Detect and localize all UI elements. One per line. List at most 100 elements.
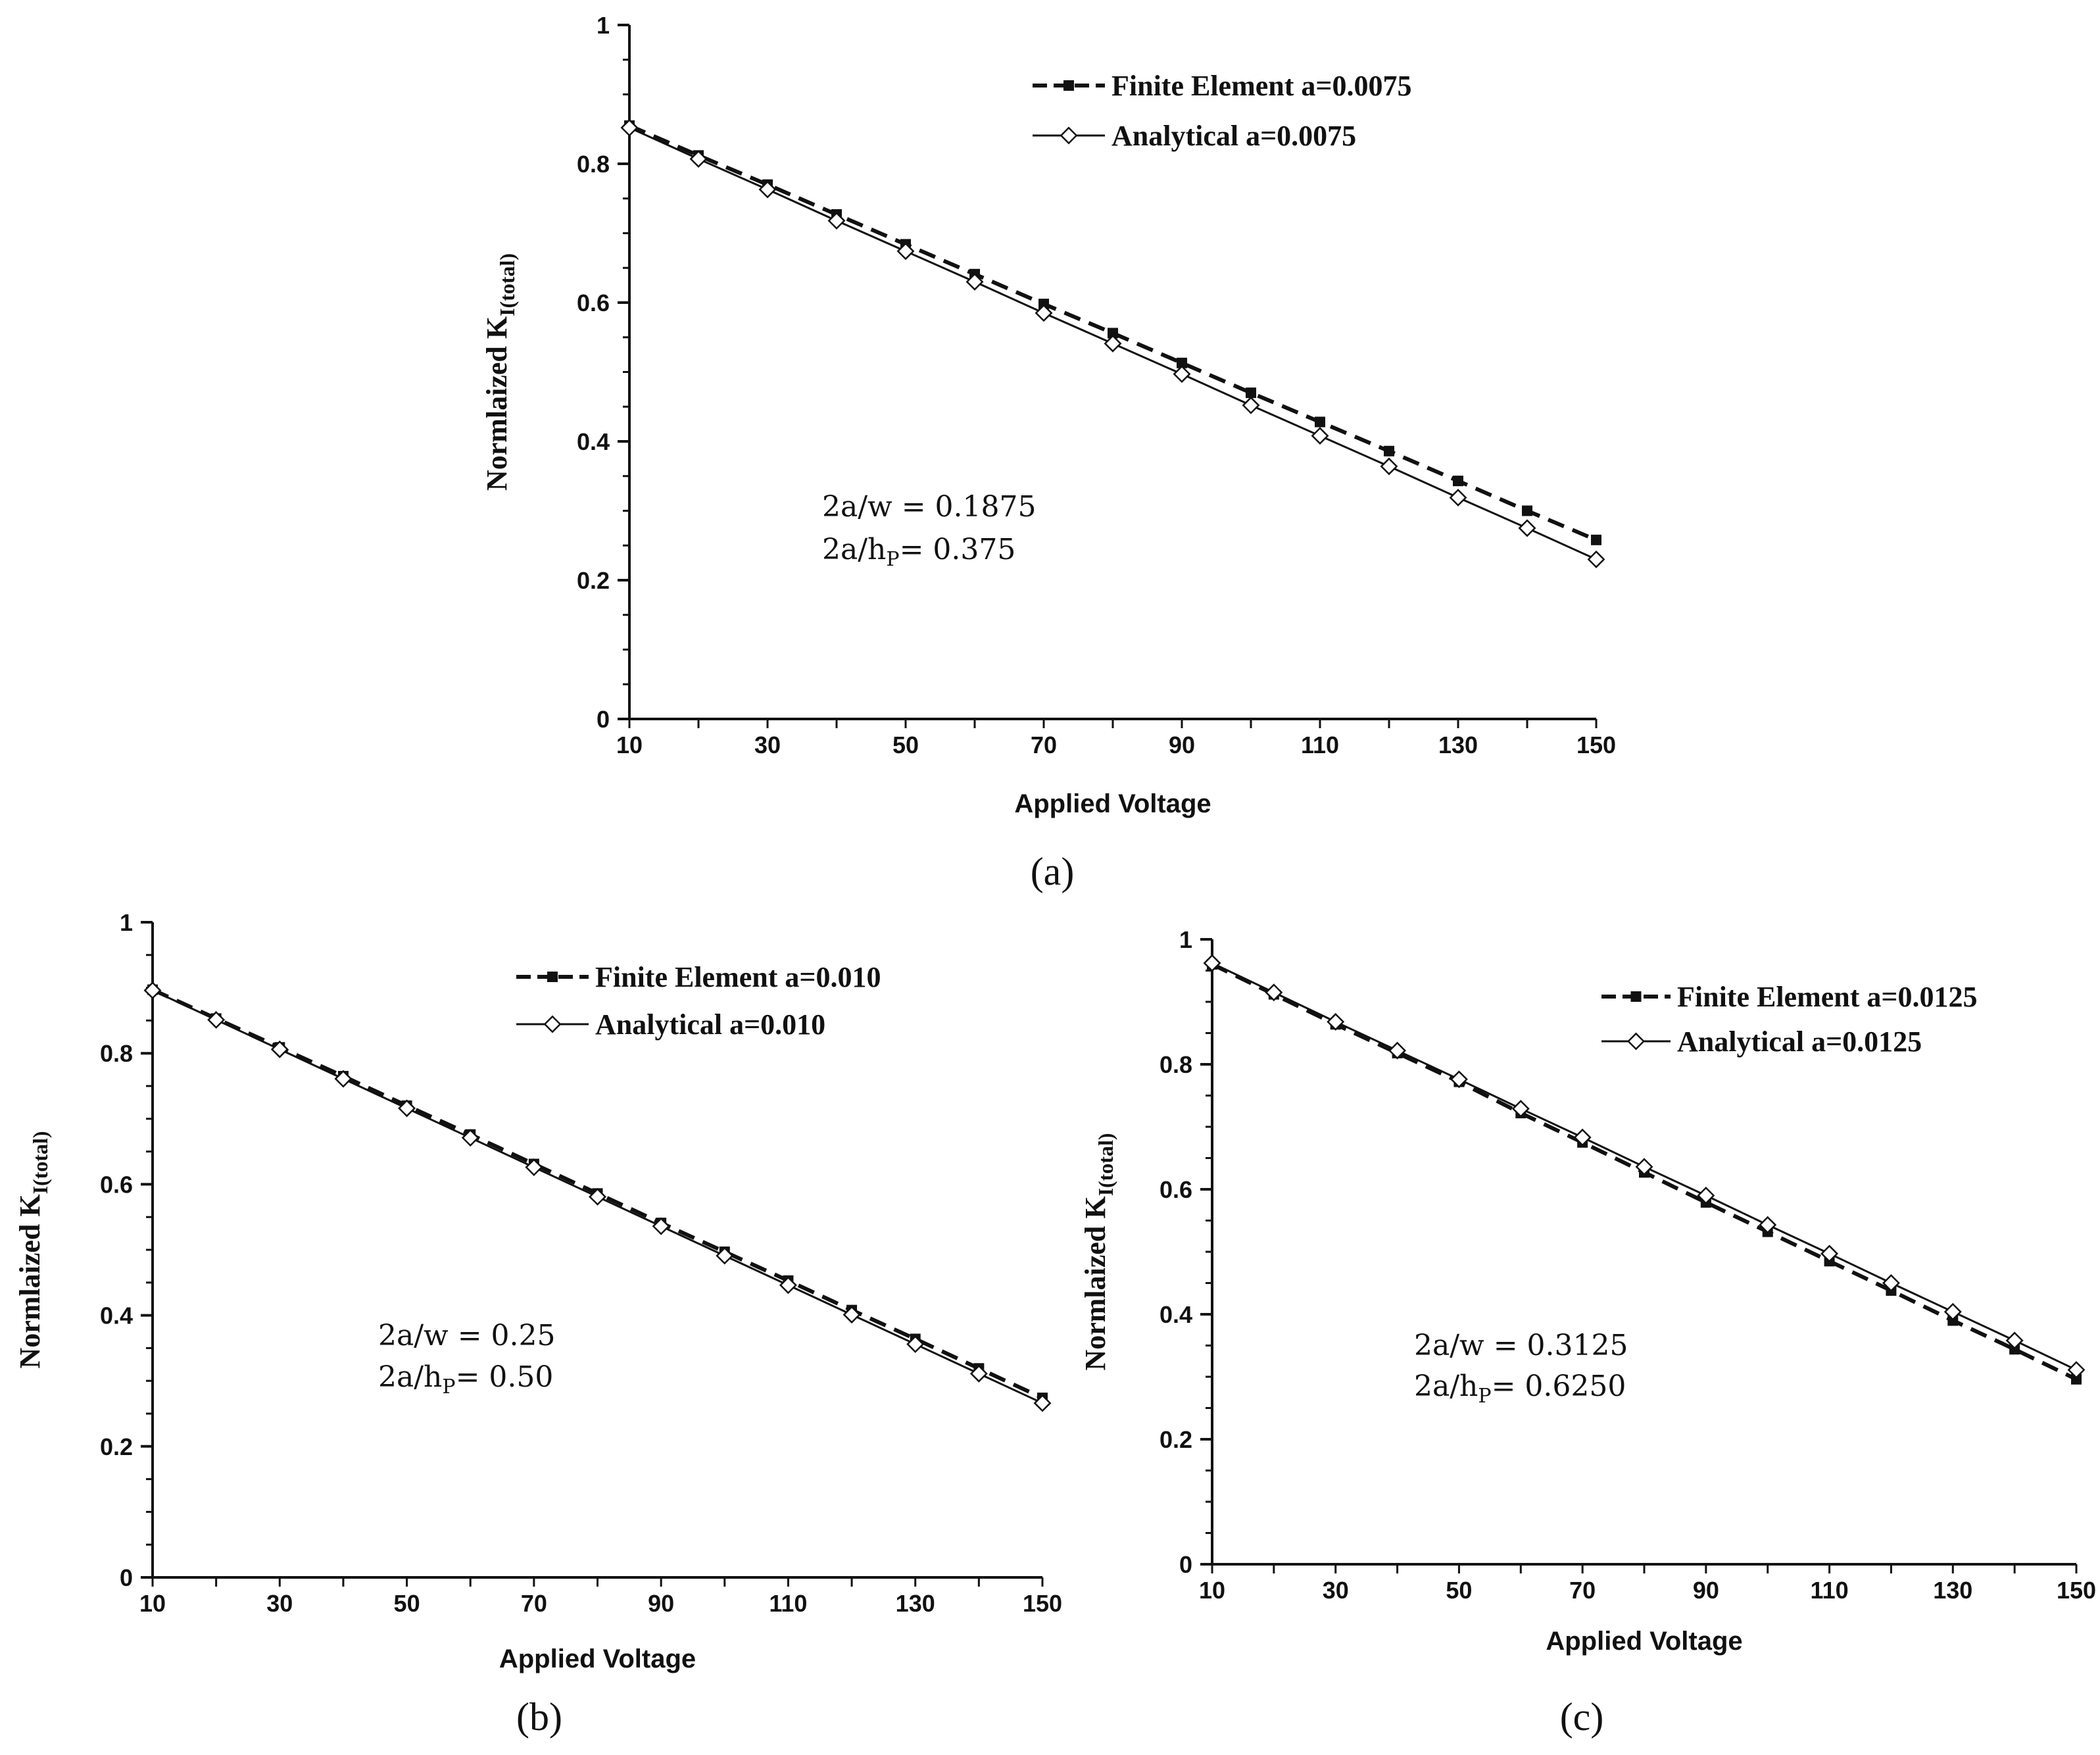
y-tick-label: 1	[597, 12, 610, 39]
annotation-ratio-hp-value: = 0.6250	[1492, 1370, 1626, 1403]
annotation-ratio-hp-lhs: 2a/h	[1414, 1370, 1478, 1403]
legend-marker	[1630, 991, 1642, 1002]
annotation-ratio-hp-value: = 0.50	[456, 1360, 554, 1394]
point-analytical	[1265, 983, 1283, 1002]
x-tick-label: 10	[139, 1590, 166, 1617]
y-tick-label: 0.4	[100, 1302, 133, 1329]
point-analytical	[1635, 1158, 1653, 1176]
y-tick-label: 0.8	[577, 151, 610, 178]
x-tick-label: 30	[754, 731, 781, 758]
annotation-ratio-hp-lhs: 2a/h	[378, 1360, 442, 1394]
point-finite-element	[1246, 387, 1256, 399]
point-analytical	[1573, 1128, 1592, 1147]
legend-entry: Analytical a=0.0125	[1677, 1026, 1922, 1058]
y-tick-label: 0.6	[577, 289, 610, 316]
point-finite-element	[1108, 328, 1118, 339]
legend-marker	[1063, 80, 1074, 91]
point-analytical	[1035, 304, 1053, 322]
legend-entry: Analytical a=0.0075	[1111, 120, 1356, 152]
panel-label-a: (a)	[1031, 850, 1075, 893]
point-analytical	[1203, 954, 1221, 972]
point-analytical	[1311, 427, 1329, 445]
y-tick-label: 0.4	[577, 428, 610, 455]
point-analytical	[1518, 519, 1536, 537]
legend-entry: Finite Element a=0.0075	[1111, 70, 1411, 102]
annotation-subscript-p: P	[1478, 1385, 1491, 1408]
y-tick-label: 0.4	[1160, 1301, 1192, 1328]
x-tick-label: 70	[1031, 731, 1057, 758]
point-finite-element	[1315, 416, 1325, 428]
point-analytical	[758, 180, 777, 199]
point-analytical	[896, 242, 915, 260]
x-tick-label: 90	[1169, 731, 1195, 758]
y-axis-title-subscript: I(total)	[495, 253, 519, 316]
y-tick-label: 0.2	[1160, 1426, 1192, 1453]
x-tick-label: 150	[1576, 731, 1616, 758]
x-axis-title: Applied Voltage	[499, 1644, 696, 1673]
point-analytical	[461, 1129, 479, 1147]
point-analytical	[716, 1247, 734, 1265]
x-tick-label: 10	[1199, 1577, 1225, 1604]
y-tick-label: 0.2	[100, 1433, 133, 1460]
point-analytical	[270, 1040, 289, 1058]
y-axis-title-subscript: I(total)	[1094, 1133, 1117, 1196]
x-tick-label: 130	[896, 1590, 935, 1617]
point-finite-element	[2071, 1373, 2082, 1385]
y-tick-label: 0.8	[1160, 1051, 1192, 1078]
x-tick-label: 110	[769, 1590, 807, 1617]
legend-marker	[1060, 126, 1078, 145]
point-analytical	[1104, 334, 1122, 353]
x-tick-label: 130	[1438, 731, 1478, 758]
y-tick-label: 0	[120, 1564, 133, 1591]
point-analytical	[2067, 1361, 2086, 1379]
point-finite-element	[1384, 445, 1394, 457]
x-tick-label: 110	[1811, 1577, 1849, 1604]
annotation-subscript-p: P	[442, 1375, 455, 1398]
y-tick-label: 0	[1179, 1551, 1192, 1578]
x-tick-label: 90	[648, 1590, 674, 1617]
point-analytical	[1697, 1187, 1715, 1204]
point-analytical	[827, 212, 846, 230]
legend-marker	[1627, 1032, 1645, 1051]
point-analytical	[779, 1276, 797, 1295]
point-analytical	[334, 1070, 353, 1088]
legend-entry: Finite Element a=0.0125	[1677, 981, 1977, 1013]
y-tick-label: 1	[120, 909, 133, 936]
point-analytical	[1943, 1302, 1962, 1321]
point-analytical	[398, 1099, 416, 1118]
point-analytical	[1388, 1041, 1407, 1060]
point-analytical	[1449, 488, 1467, 507]
point-analytical	[1242, 396, 1260, 414]
y-tick-label: 0	[597, 706, 610, 733]
point-analytical	[1327, 1012, 1345, 1031]
x-tick-label: 30	[1323, 1577, 1349, 1604]
x-tick-label: 150	[2057, 1577, 2096, 1604]
point-analytical	[1033, 1394, 1052, 1412]
point-analytical	[1173, 365, 1191, 383]
point-analytical	[620, 118, 639, 137]
annotation-subscript-p: P	[886, 548, 899, 571]
point-finite-element	[1177, 357, 1187, 368]
point-analytical	[143, 981, 162, 1000]
annotation-ratio-hp-value: = 0.375	[900, 533, 1016, 566]
point-finite-element	[1591, 534, 1601, 545]
point-analytical	[965, 272, 984, 291]
x-tick-label: 70	[521, 1590, 547, 1617]
annotation-ratio-hp-lhs: 2a/h	[822, 533, 886, 566]
x-tick-label: 70	[1569, 1577, 1596, 1604]
legend-entry: Analytical a=0.010	[595, 1008, 825, 1041]
x-tick-label: 150	[1023, 1590, 1062, 1617]
y-tick-label: 0.6	[1160, 1176, 1192, 1203]
point-analytical	[1820, 1245, 1839, 1263]
annotation-ratio-hp: 2a/hP= 0.50	[378, 1360, 553, 1398]
series-line-finite-element	[628, 124, 1598, 542]
x-tick-label: 90	[1693, 1577, 1719, 1604]
x-tick-label: 10	[616, 731, 643, 758]
annotation-ratio-hp: 2a/hP= 0.375	[822, 533, 1015, 571]
annotation-ratio-w: 2a/w = 0.3125	[1414, 1329, 1628, 1362]
x-tick-label: 50	[394, 1590, 420, 1617]
x-tick-label: 50	[892, 731, 919, 758]
